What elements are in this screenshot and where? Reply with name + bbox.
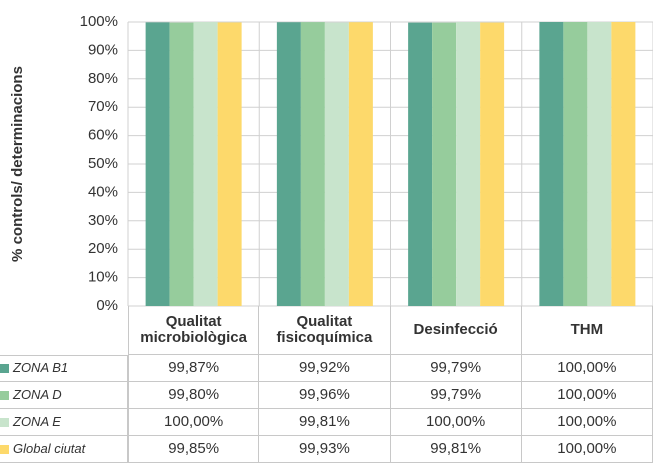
y-tick-label: 90% [88,41,118,58]
legend-cell: Global ciutat [0,436,128,463]
value-cell: 100,00% [521,355,653,382]
bar [217,22,242,307]
bar [611,22,636,306]
bar [276,22,301,306]
bar [587,22,612,306]
legend-cell: ZONA E [0,409,128,436]
y-tick-label: 50% [88,155,118,172]
value-cell: 99,81% [390,436,522,463]
bar [300,22,325,307]
legend-cell: ZONA D [0,382,128,409]
bar [145,22,170,306]
y-axis-title: % controls/ determinacions [9,66,26,262]
bar [324,22,349,306]
category-header: Qualitat microbiològica [128,306,260,355]
bar [563,22,588,306]
category-header: THM [521,306,653,355]
value-cell: 99,87% [128,355,260,382]
category-header: Desinfecció [390,306,522,355]
value-cell: 99,92% [259,355,391,382]
bar [408,22,433,306]
y-tick-label: 10% [88,269,118,286]
value-cell: 99,96% [259,382,391,409]
bar [169,22,194,307]
value-cell: 99,85% [128,436,260,463]
bar [480,22,505,306]
value-cell: 100,00% [521,409,653,436]
legend-cell: ZONA B1 [0,355,128,382]
value-cell: 99,80% [128,382,260,409]
bar [432,22,457,306]
value-cell: 100,00% [128,409,260,436]
legend-swatch [0,390,9,400]
bar [539,22,564,306]
value-cell: 100,00% [390,409,522,436]
legend-label: ZONA E [13,413,61,429]
y-tick-label: 30% [88,212,118,229]
bar [456,22,481,306]
legend-swatch [0,444,9,454]
bar [348,22,373,307]
category-header: Qualitat fisicoquímica [259,306,391,355]
value-cell: 99,81% [259,409,391,436]
bar [193,22,218,306]
y-tick-label: 40% [88,183,118,200]
y-tick-label: 100% [80,13,118,30]
legend-label: Global ciutat [13,440,86,456]
value-cell: 99,93% [259,436,391,463]
y-tick-label: 70% [88,98,118,115]
value-cell: 99,79% [390,382,522,409]
value-cell: 100,00% [521,382,653,409]
y-tick-label: 0% [96,297,118,314]
y-tick-label: 20% [88,240,118,257]
legend-swatch [0,417,9,427]
legend-label: ZONA D [13,386,62,402]
legend-swatch [0,364,9,373]
value-cell: 100,00% [521,436,653,463]
value-cell: 99,79% [390,355,522,382]
y-tick-label: 80% [88,70,118,87]
legend-label: ZONA B1 [13,360,69,376]
y-tick-label: 60% [88,127,118,144]
